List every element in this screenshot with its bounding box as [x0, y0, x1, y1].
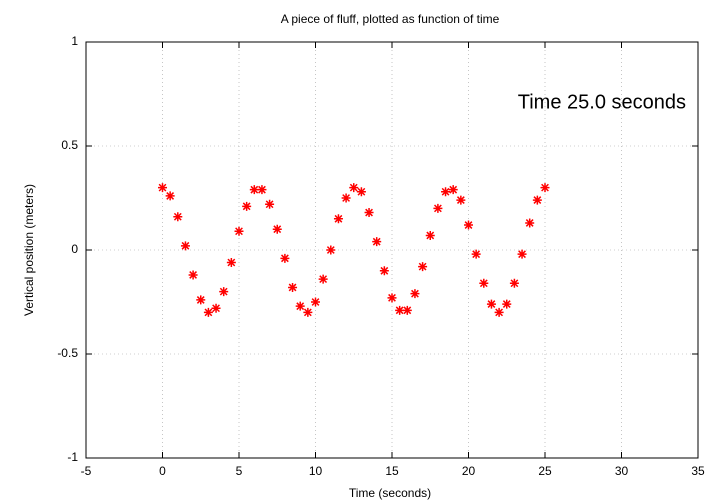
- point: [249, 185, 259, 195]
- x-tick-label: 35: [691, 464, 705, 478]
- point: [517, 249, 527, 259]
- y-tick-label: -1: [67, 450, 78, 464]
- point: [410, 289, 420, 299]
- point: [349, 183, 359, 193]
- point: [265, 199, 275, 209]
- point: [303, 307, 313, 317]
- x-tick-label: -5: [81, 464, 92, 478]
- point: [540, 183, 550, 193]
- point: [203, 307, 213, 317]
- x-axis-label: Time (seconds): [349, 486, 431, 500]
- point: [158, 183, 167, 193]
- point: [525, 218, 535, 228]
- point: [464, 220, 473, 230]
- point: [448, 185, 458, 195]
- point: [433, 203, 443, 213]
- point: [387, 293, 397, 303]
- point: [532, 195, 542, 205]
- point: [418, 262, 428, 272]
- point: [486, 299, 496, 309]
- point: [311, 297, 320, 307]
- point: [234, 226, 244, 236]
- point: [402, 305, 412, 315]
- point: [502, 299, 512, 309]
- y-axis-label: Vertical position (meters): [22, 184, 36, 316]
- point: [173, 212, 183, 222]
- y-tick-label: 0: [71, 242, 78, 256]
- x-tick-label: 20: [462, 464, 476, 478]
- point: [356, 187, 366, 197]
- point: [471, 249, 481, 259]
- point: [226, 257, 236, 267]
- point: [196, 295, 206, 305]
- annotation: Time 25.0 seconds: [518, 91, 686, 113]
- x-tick-label: 30: [615, 464, 629, 478]
- x-tick-label: 25: [538, 464, 552, 478]
- point: [165, 191, 175, 201]
- point: [494, 307, 504, 317]
- point: [326, 245, 336, 255]
- y-tick-label: 1: [71, 34, 78, 48]
- point: [180, 241, 190, 251]
- x-tick-label: 15: [385, 464, 399, 478]
- point: [280, 253, 290, 263]
- x-tick-label: 5: [236, 464, 243, 478]
- point: [456, 195, 466, 205]
- y-tick-label: -0.5: [57, 346, 78, 360]
- point: [379, 266, 389, 276]
- point: [333, 214, 343, 224]
- chart-title: A piece of fluff, plotted as function of…: [281, 12, 500, 26]
- point: [242, 201, 252, 211]
- point: [479, 278, 489, 288]
- point: [341, 193, 351, 203]
- point: [364, 208, 374, 218]
- point: [425, 230, 435, 240]
- point: [295, 301, 305, 311]
- plot-frame: [85, 41, 699, 459]
- point: [372, 237, 382, 247]
- point: [211, 303, 221, 313]
- point: [188, 270, 198, 280]
- point: [318, 274, 328, 284]
- point: [288, 282, 298, 292]
- point: [441, 187, 451, 197]
- point: [219, 287, 229, 297]
- x-tick-label: 10: [309, 464, 323, 478]
- point: [509, 278, 519, 288]
- x-tick-label: 0: [159, 464, 166, 478]
- point: [395, 305, 405, 315]
- point: [272, 224, 282, 234]
- y-tick-label: 0.5: [61, 138, 78, 152]
- point: [257, 185, 267, 195]
